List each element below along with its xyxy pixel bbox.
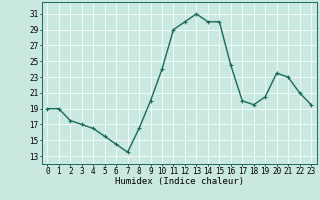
X-axis label: Humidex (Indice chaleur): Humidex (Indice chaleur) (115, 177, 244, 186)
